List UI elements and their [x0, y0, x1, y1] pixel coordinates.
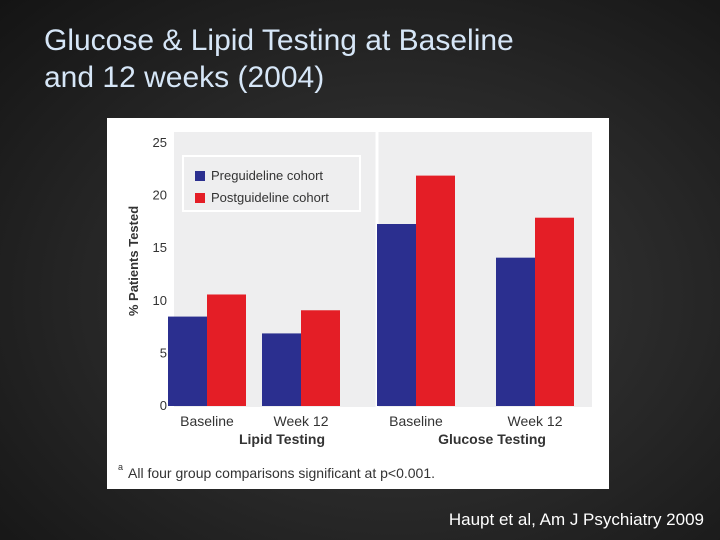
slide-title-line-2: and 12 weeks (2004)	[44, 61, 325, 94]
legend: Preguideline cohort Postguideline cohort	[182, 155, 361, 212]
bars	[168, 175, 574, 406]
bar-chart: 0 5 10 15 20 25 Baseline Week 12 Baseline Week 1…	[118, 132, 592, 481]
legend-label-postguideline: Postguideline cohort	[211, 190, 329, 205]
group-label-glucose: Glucose Testing	[438, 431, 546, 447]
bar-preguideline-1	[262, 333, 301, 406]
y-tick-label: 10	[153, 293, 167, 308]
bar-postguideline-0	[207, 294, 246, 406]
y-tick-label: 0	[160, 398, 167, 413]
y-tick-label: 5	[160, 345, 167, 360]
bar-preguideline-0	[168, 316, 207, 406]
y-tick-label: 15	[153, 240, 167, 255]
bar-postguideline-2	[416, 175, 455, 406]
x-tick-labels: Baseline Week 12 Baseline Week 12	[180, 413, 563, 429]
x-tick-label: Week 12	[508, 413, 563, 429]
figure-panel: 0 5 10 15 20 25 Baseline Week 12 Baseline Week 1…	[107, 118, 609, 489]
y-tick-label: 20	[153, 188, 167, 203]
x-tick-label: Week 12	[274, 413, 329, 429]
y-tick-labels: 0 5 10 15 20 25	[153, 135, 167, 413]
x-tick-label: Baseline	[180, 413, 234, 429]
group-label-lipid: Lipid Testing	[239, 431, 325, 447]
x-tick-label: Baseline	[389, 413, 443, 429]
citation: Haupt et al, Am J Psychiatry 2009	[448, 510, 704, 529]
legend-label-preguideline: Preguideline cohort	[211, 168, 323, 183]
y-tick-label: 25	[153, 135, 167, 150]
slide-title-line-1: Glucose & Lipid Testing at Baseline	[44, 24, 514, 57]
legend-swatch-postguideline	[195, 193, 205, 203]
slide-title: Glucose & Lipid Testing at Baseline and …	[44, 22, 694, 96]
bar-preguideline-3	[496, 257, 535, 406]
bar-postguideline-1	[301, 310, 340, 406]
y-axis-label: % Patients Tested	[126, 206, 141, 316]
bar-postguideline-3	[535, 217, 574, 406]
footnote: All four group comparisons significant a…	[128, 465, 435, 481]
bar-preguideline-2	[377, 224, 416, 406]
footnote-marker: a	[118, 462, 123, 472]
legend-swatch-preguideline	[195, 171, 205, 181]
legend-box	[182, 155, 361, 212]
